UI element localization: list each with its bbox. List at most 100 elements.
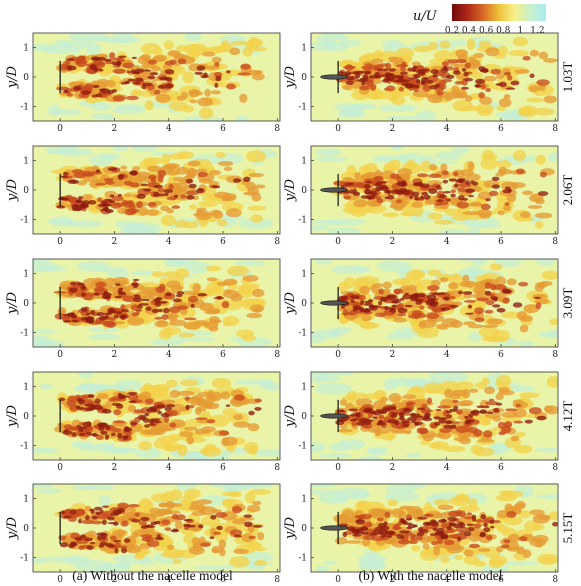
wake-cell <box>192 541 203 552</box>
y-axis-label: y/D <box>5 178 20 202</box>
wake-cell <box>156 320 168 325</box>
wake-cell <box>377 522 387 529</box>
flow-patch <box>405 453 423 458</box>
wake-cell <box>225 208 242 218</box>
wake-cell <box>198 178 214 184</box>
wake-cell <box>104 277 117 287</box>
wake-cell <box>433 219 454 225</box>
wake-cell <box>248 535 256 539</box>
wake-cell <box>244 491 256 504</box>
wake-cell <box>497 45 509 56</box>
wake-cell <box>400 182 406 188</box>
wake-cell <box>417 516 428 520</box>
wake-cell <box>227 265 250 277</box>
wake-cell <box>248 172 265 178</box>
wake-cell <box>448 282 459 290</box>
flow-patch <box>89 154 114 166</box>
wake-cell <box>480 203 491 211</box>
wake-cell <box>164 527 172 531</box>
wake-cell <box>136 201 143 209</box>
column-caption: (b) With the nacelle model <box>359 568 503 583</box>
wake-cell <box>147 59 157 65</box>
colorbar-ticks: 0.2 0.4 0.6 0.8 1 1.2 <box>445 26 545 36</box>
captions: (a) Without the nacelle model (b) With th… <box>72 568 502 583</box>
wake-cell <box>153 520 161 525</box>
wake-cell <box>397 313 407 317</box>
wake-cell <box>130 422 138 426</box>
wake-cell <box>104 314 109 320</box>
wake-cell <box>169 389 181 399</box>
wake-cell <box>120 395 130 398</box>
wake-cell <box>211 378 232 389</box>
wake-cell <box>432 74 438 78</box>
wake-cell <box>515 168 525 175</box>
wake-cell <box>172 298 182 303</box>
wake-cell <box>132 283 139 288</box>
wake-cell <box>130 304 139 311</box>
wake-cell <box>220 391 231 400</box>
wake-cell <box>61 511 66 515</box>
wake-cell <box>136 290 154 299</box>
wake-cell <box>189 204 198 210</box>
wake-cell <box>154 89 161 95</box>
wake-cell <box>134 77 144 82</box>
wake-cell <box>376 90 399 100</box>
wake-cell <box>534 212 553 219</box>
wake-cell <box>183 518 192 522</box>
wake-cell <box>535 541 543 548</box>
flow-patch <box>183 116 223 121</box>
wake-cell <box>160 327 173 336</box>
wake-cell <box>417 407 426 411</box>
wake-cell <box>71 169 84 174</box>
x-tick-label: 8 <box>274 124 280 134</box>
wake-cell <box>146 408 153 413</box>
wake-cell <box>356 420 365 426</box>
wake-cell <box>446 198 451 202</box>
colorbar-label: u/U <box>413 9 438 24</box>
wake-cell <box>477 108 493 116</box>
wake-cell <box>513 420 524 424</box>
wake-cell <box>209 527 217 538</box>
wake-cell <box>184 396 191 401</box>
wake-cell <box>427 212 443 220</box>
wake-cell <box>215 75 222 82</box>
wake-cell <box>149 72 159 76</box>
wake-cell <box>396 534 405 540</box>
wake-cell <box>59 542 69 548</box>
flow-patch <box>330 264 370 275</box>
wake-cell <box>456 494 468 501</box>
wake-cell <box>63 429 69 434</box>
wake-cell <box>539 171 547 178</box>
wake-cell <box>120 165 128 170</box>
wake-cell <box>176 390 195 396</box>
wake-cell <box>214 62 220 67</box>
flow-patch <box>135 447 162 459</box>
wake-cell <box>529 73 535 78</box>
wake-cell <box>117 432 123 439</box>
wake-cell <box>57 308 65 315</box>
wake-cell <box>114 283 121 286</box>
wake-cell <box>108 200 116 203</box>
wake-cell <box>245 150 267 163</box>
wake-cell <box>464 95 473 102</box>
wake-cell <box>433 416 441 420</box>
wake-cell <box>372 416 378 419</box>
wake-cell <box>352 188 357 194</box>
wake-cell <box>96 53 109 58</box>
wake-cell <box>386 294 397 300</box>
panel: 0 2 4 6 8 -1 0 1 <box>20 32 280 134</box>
wake-cell <box>98 68 104 72</box>
wake-cell <box>101 505 110 508</box>
flow-patch <box>373 155 410 160</box>
wake-cell <box>394 420 400 426</box>
wake-cell <box>467 526 475 532</box>
flow-patch <box>326 218 367 226</box>
wake-cell <box>220 40 231 53</box>
wake-cell <box>400 65 406 73</box>
wake-cell <box>77 196 84 201</box>
wake-cell <box>166 544 174 551</box>
wake-cell <box>145 398 154 405</box>
wake-cell <box>101 408 112 414</box>
flow-patch <box>179 336 217 342</box>
colorbar-tick-label: 1 <box>517 26 523 36</box>
